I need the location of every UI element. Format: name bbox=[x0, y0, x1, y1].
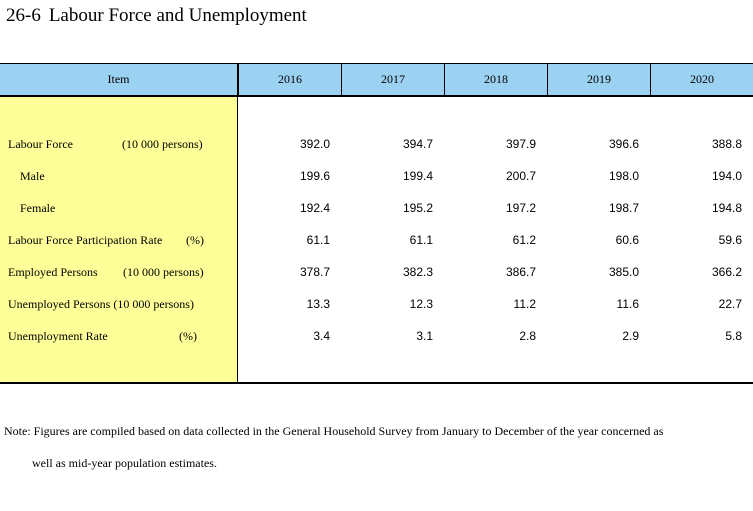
cell-unemployment-rate-2020: 5.8 bbox=[725, 329, 742, 343]
cell-male-2018: 200.7 bbox=[505, 169, 536, 183]
label-text: Employed Persons bbox=[8, 265, 98, 279]
cell-participation-2016: 61.1 bbox=[306, 233, 330, 247]
cell-unemployed-2016: 13.3 bbox=[306, 297, 330, 311]
header-item: Item bbox=[0, 64, 238, 95]
label-unit: (10 000 persons) bbox=[123, 265, 204, 279]
header-year-2017: 2017 bbox=[341, 64, 444, 95]
cell-participation-2018: 61.2 bbox=[512, 233, 536, 247]
cell-female-2020: 194.8 bbox=[711, 201, 742, 215]
table-header-row: Item 2016 2017 2018 2019 2020 bbox=[0, 64, 753, 97]
row-label-unemployment-rate: Unemployment Rate (%) bbox=[8, 329, 197, 344]
label-text: Labour Force bbox=[8, 137, 73, 151]
cell-male-2019: 198.0 bbox=[608, 169, 639, 183]
cell-labour-force-2017: 394.7 bbox=[402, 137, 433, 151]
cell-unemployed-2019: 11.6 bbox=[616, 297, 639, 311]
cell-female-2018: 197.2 bbox=[505, 201, 536, 215]
cell-participation-2017: 61.1 bbox=[409, 233, 433, 247]
table-bottom-border bbox=[0, 382, 753, 384]
cell-male-2017: 199.4 bbox=[402, 169, 433, 183]
cell-unemployment-rate-2016: 3.4 bbox=[313, 329, 330, 343]
cell-participation-2019: 60.6 bbox=[615, 233, 639, 247]
label-text: Unemployment Rate bbox=[8, 329, 108, 343]
footnote-line-1: Note: Figures are compiled based on data… bbox=[4, 424, 664, 438]
header-year-2016: 2016 bbox=[238, 64, 341, 95]
label-unit: (%) bbox=[186, 233, 204, 247]
footnote-line-2: well as mid-year population estimates. bbox=[32, 456, 217, 470]
header-year-2020: 2020 bbox=[650, 64, 753, 95]
row-label-female: Female bbox=[20, 201, 55, 216]
row-label-employed-persons: Employed Persons (10 000 persons) bbox=[8, 265, 204, 280]
header-year-2018: 2018 bbox=[444, 64, 547, 95]
cell-employed-2018: 386.7 bbox=[505, 265, 536, 279]
cell-unemployed-2018: 11.2 bbox=[513, 297, 536, 311]
cell-unemployment-rate-2018: 2.8 bbox=[519, 329, 536, 343]
label-unit: (%) bbox=[179, 329, 197, 343]
labour-force-table: Item 2016 2017 2018 2019 2020 Labour For… bbox=[0, 63, 753, 384]
row-label-male: Male bbox=[20, 169, 45, 184]
label-text: Labour Force Participation Rate bbox=[8, 233, 163, 247]
cell-employed-2016: 378.7 bbox=[299, 265, 330, 279]
row-label-unemployed-persons: Unemployed Persons (10 000 persons) bbox=[8, 297, 194, 312]
cell-labour-force-2020: 388.8 bbox=[711, 137, 742, 151]
table-title: Labour Force and Unemployment bbox=[48, 5, 307, 26]
item-column bbox=[0, 97, 238, 382]
cell-male-2016: 199.6 bbox=[299, 169, 330, 183]
cell-labour-force-2018: 397.9 bbox=[505, 137, 536, 151]
row-label-participation-rate: Labour Force Participation Rate (%) bbox=[8, 233, 204, 248]
cell-female-2019: 198.7 bbox=[608, 201, 639, 215]
row-label-labour-force: Labour Force (10 000 persons) bbox=[8, 137, 203, 152]
cell-unemployment-rate-2017: 3.1 bbox=[416, 329, 433, 343]
cell-labour-force-2016: 392.0 bbox=[299, 137, 330, 151]
cell-male-2020: 194.0 bbox=[711, 169, 742, 183]
label-text: Male bbox=[20, 169, 45, 183]
page-title: 26-6 Labour Force and Unemployment bbox=[6, 5, 307, 27]
cell-unemployed-2020: 22.7 bbox=[718, 297, 742, 311]
cell-unemployed-2017: 12.3 bbox=[409, 297, 433, 311]
cell-female-2016: 192.4 bbox=[299, 201, 330, 215]
cell-unemployment-rate-2019: 2.9 bbox=[622, 329, 639, 343]
label-text: Unemployed Persons (10 000 persons) bbox=[8, 297, 194, 311]
table-number: 26-6 bbox=[6, 5, 41, 26]
label-unit: (10 000 persons) bbox=[122, 137, 203, 151]
label-text: Female bbox=[20, 201, 56, 215]
cell-employed-2017: 382.3 bbox=[402, 265, 433, 279]
cell-female-2017: 195.2 bbox=[402, 201, 433, 215]
cell-participation-2020: 59.6 bbox=[718, 233, 742, 247]
header-year-2019: 2019 bbox=[547, 64, 650, 95]
cell-labour-force-2019: 396.6 bbox=[608, 137, 639, 151]
cell-employed-2019: 385.0 bbox=[608, 265, 639, 279]
cell-employed-2020: 366.2 bbox=[711, 265, 742, 279]
